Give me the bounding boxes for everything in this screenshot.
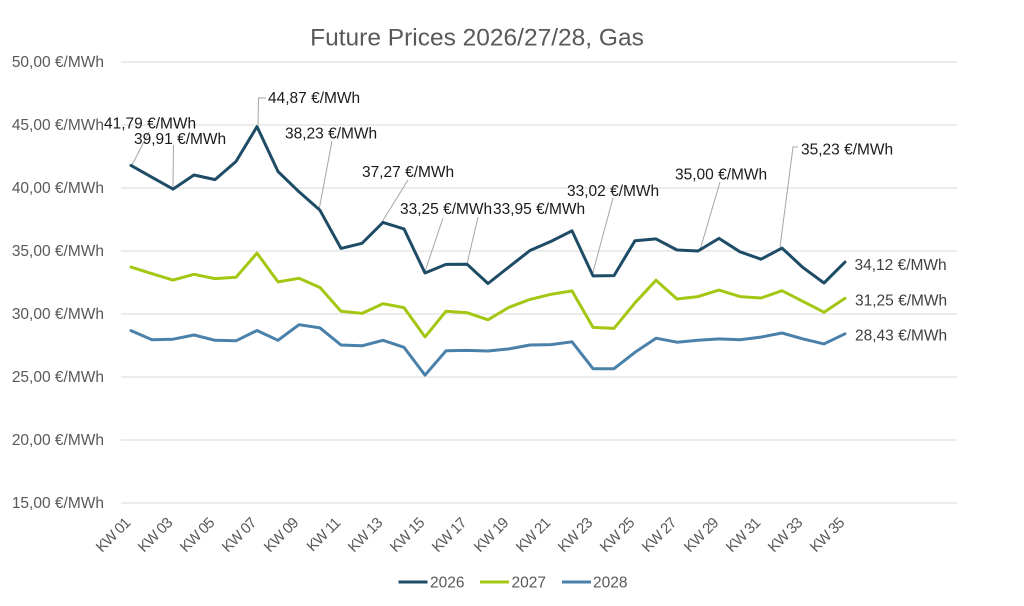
svg-text:20,00 €/MWh: 20,00 €/MWh: [12, 432, 104, 449]
svg-text:15,00 €/MWh: 15,00 €/MWh: [12, 495, 104, 512]
svg-text:41,79 €/MWh: 41,79 €/MWh: [104, 116, 196, 133]
svg-text:30,00 €/MWh: 30,00 €/MWh: [12, 306, 104, 323]
svg-text:34,12 €/MWh: 34,12 €/MWh: [855, 257, 947, 274]
svg-text:2027: 2027: [512, 575, 546, 592]
svg-text:2026: 2026: [430, 575, 464, 592]
svg-text:Future Prices 2026/27/28, Gas: Future Prices 2026/27/28, Gas: [310, 25, 644, 52]
svg-text:35,00 €/MWh: 35,00 €/MWh: [675, 167, 767, 184]
svg-text:38,23 €/MWh: 38,23 €/MWh: [285, 126, 377, 143]
svg-text:40,00 €/MWh: 40,00 €/MWh: [12, 180, 104, 197]
svg-text:35,00 €/MWh: 35,00 €/MWh: [12, 243, 104, 260]
svg-text:44,87 €/MWh: 44,87 €/MWh: [268, 90, 360, 107]
svg-text:33,02 €/MWh: 33,02 €/MWh: [567, 183, 659, 200]
svg-text:37,27 €/MWh: 37,27 €/MWh: [362, 164, 454, 181]
svg-text:28,43 €/MWh: 28,43 €/MWh: [855, 328, 947, 345]
svg-text:25,00 €/MWh: 25,00 €/MWh: [12, 369, 104, 386]
svg-text:35,23 €/MWh: 35,23 €/MWh: [801, 142, 893, 159]
svg-text:2028: 2028: [593, 575, 627, 592]
svg-text:33,95 €/MWh: 33,95 €/MWh: [493, 201, 585, 218]
svg-text:31,25 €/MWh: 31,25 €/MWh: [855, 293, 947, 310]
svg-text:45,00 €/MWh: 45,00 €/MWh: [12, 117, 104, 134]
svg-text:33,25 €/MWh: 33,25 €/MWh: [400, 201, 492, 218]
svg-text:39,91 €/MWh: 39,91 €/MWh: [134, 131, 226, 148]
svg-text:50,00 €/MWh: 50,00 €/MWh: [12, 54, 104, 71]
